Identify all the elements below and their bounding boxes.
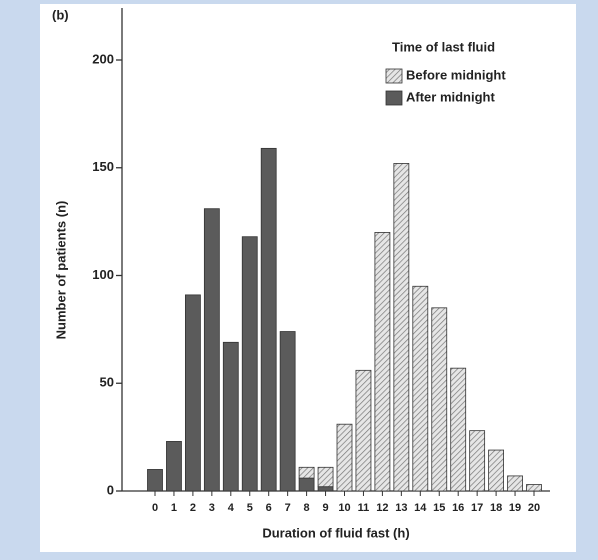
bar [222, 341, 239, 492]
bar [317, 466, 334, 488]
bar [469, 430, 486, 492]
x-tick-label: 10 [338, 502, 350, 514]
panel [40, 4, 576, 552]
x-tick-label: 15 [433, 502, 445, 514]
x-tick-label: 11 [358, 502, 370, 514]
x-tick-label: 13 [395, 502, 407, 514]
bar [412, 285, 429, 492]
x-tick-label: 19 [509, 502, 521, 514]
bar [260, 147, 277, 492]
bar [166, 441, 182, 492]
bar [184, 294, 201, 492]
legend-swatch [385, 90, 403, 106]
y-tick-label: 0 [107, 482, 114, 497]
legend-swatch [385, 68, 403, 84]
bar [374, 231, 391, 492]
bar [450, 367, 467, 492]
bar [336, 423, 353, 492]
bar [298, 477, 315, 492]
bar [526, 484, 542, 492]
x-tick-label: 1 [171, 502, 177, 514]
y-tick-label: 200 [92, 51, 114, 66]
bar [393, 163, 410, 492]
legend-label: Before midnight [406, 67, 506, 82]
bar [355, 369, 372, 492]
legend-label: After midnight [406, 89, 495, 104]
x-tick-label: 9 [322, 502, 328, 514]
y-tick-label: 150 [92, 159, 114, 174]
x-tick-label: 2 [190, 502, 196, 514]
bar [241, 236, 258, 492]
x-tick-label: 7 [285, 502, 291, 514]
x-tick-label: 0 [152, 502, 158, 514]
bar [317, 486, 334, 492]
x-tick-label: 14 [414, 502, 427, 514]
x-tick-label: 18 [490, 502, 502, 514]
x-axis-label: Duration of fluid fast (h) [262, 525, 409, 540]
y-tick-label: 50 [100, 375, 114, 390]
x-tick-label: 16 [452, 502, 464, 514]
x-tick-label: 5 [247, 502, 253, 514]
panel-label: (b) [52, 7, 69, 22]
bar [431, 307, 448, 492]
x-tick-label: 4 [228, 502, 235, 514]
y-tick-label: 100 [92, 267, 114, 282]
x-tick-label: 17 [471, 502, 483, 514]
y-axis-label: Number of patients (n) [53, 201, 68, 340]
x-tick-label: 8 [304, 502, 310, 514]
bar [298, 466, 315, 479]
bar [279, 331, 296, 492]
bar [507, 475, 523, 492]
x-tick-label: 12 [376, 502, 388, 514]
legend-title: Time of last fluid [392, 39, 495, 54]
x-tick-label: 6 [266, 502, 272, 514]
bar [488, 449, 505, 492]
bar [147, 469, 163, 492]
x-tick-label: 3 [209, 502, 215, 514]
x-tick-label: 20 [528, 502, 540, 514]
bar [203, 208, 220, 492]
